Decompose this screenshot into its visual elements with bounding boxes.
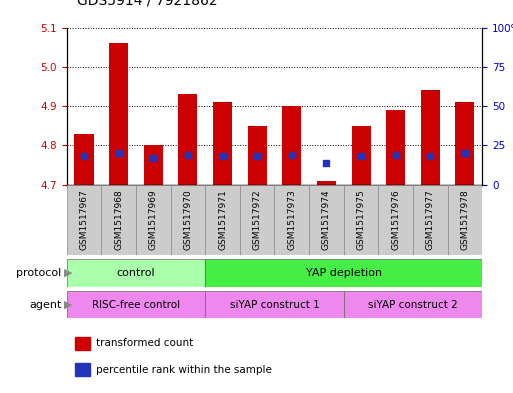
Bar xyxy=(351,126,370,185)
Bar xyxy=(274,185,309,255)
Bar xyxy=(67,291,205,318)
Bar xyxy=(75,337,90,350)
Text: RISC-free control: RISC-free control xyxy=(92,299,180,310)
Point xyxy=(253,153,261,160)
Bar xyxy=(344,185,378,255)
Text: percentile rank within the sample: percentile rank within the sample xyxy=(96,365,272,375)
Bar xyxy=(378,185,413,255)
Point xyxy=(184,152,192,158)
Text: control: control xyxy=(116,268,155,278)
Bar xyxy=(74,134,93,185)
Point xyxy=(357,153,365,160)
Point xyxy=(461,150,469,156)
Text: transformed count: transformed count xyxy=(96,338,193,348)
Bar xyxy=(413,185,447,255)
Text: GSM1517976: GSM1517976 xyxy=(391,190,400,250)
Bar xyxy=(456,102,475,185)
Point xyxy=(391,152,400,158)
Bar xyxy=(282,106,301,185)
Text: GSM1517971: GSM1517971 xyxy=(218,190,227,250)
Text: protocol: protocol xyxy=(16,268,62,278)
Bar xyxy=(144,145,163,185)
Point xyxy=(288,152,296,158)
Text: YAP depletion: YAP depletion xyxy=(306,268,382,278)
Text: GSM1517974: GSM1517974 xyxy=(322,190,331,250)
Bar xyxy=(205,259,482,287)
Bar xyxy=(101,185,136,255)
Point xyxy=(80,153,88,160)
Text: ▶: ▶ xyxy=(64,268,73,278)
Point xyxy=(149,155,157,161)
Bar xyxy=(205,291,344,318)
Text: GSM1517973: GSM1517973 xyxy=(287,190,297,250)
Bar xyxy=(386,110,405,185)
Text: GDS5914 / 7921862: GDS5914 / 7921862 xyxy=(77,0,218,8)
Bar xyxy=(447,185,482,255)
Bar xyxy=(170,185,205,255)
Bar xyxy=(179,94,198,185)
Text: GSM1517978: GSM1517978 xyxy=(460,190,469,250)
Text: GSM1517969: GSM1517969 xyxy=(149,190,158,250)
Bar xyxy=(309,185,344,255)
Text: GSM1517970: GSM1517970 xyxy=(183,190,192,250)
Bar xyxy=(205,185,240,255)
Text: GSM1517967: GSM1517967 xyxy=(80,190,89,250)
Text: GSM1517972: GSM1517972 xyxy=(252,190,262,250)
Bar xyxy=(240,185,274,255)
Bar xyxy=(344,291,482,318)
Bar xyxy=(67,259,205,287)
Bar xyxy=(213,102,232,185)
Bar xyxy=(67,185,101,255)
Text: GSM1517977: GSM1517977 xyxy=(426,190,435,250)
Point xyxy=(219,153,227,160)
Text: ▶: ▶ xyxy=(64,299,73,310)
Bar xyxy=(421,90,440,185)
Point xyxy=(426,153,435,160)
Point xyxy=(114,150,123,156)
Text: GSM1517975: GSM1517975 xyxy=(357,190,366,250)
Bar xyxy=(248,126,267,185)
Bar xyxy=(75,363,90,376)
Bar xyxy=(136,185,170,255)
Text: siYAP construct 2: siYAP construct 2 xyxy=(368,299,458,310)
Text: agent: agent xyxy=(29,299,62,310)
Text: siYAP construct 1: siYAP construct 1 xyxy=(230,299,319,310)
Bar xyxy=(317,181,336,185)
Point xyxy=(322,160,330,166)
Bar xyxy=(109,43,128,185)
Text: GSM1517968: GSM1517968 xyxy=(114,190,123,250)
